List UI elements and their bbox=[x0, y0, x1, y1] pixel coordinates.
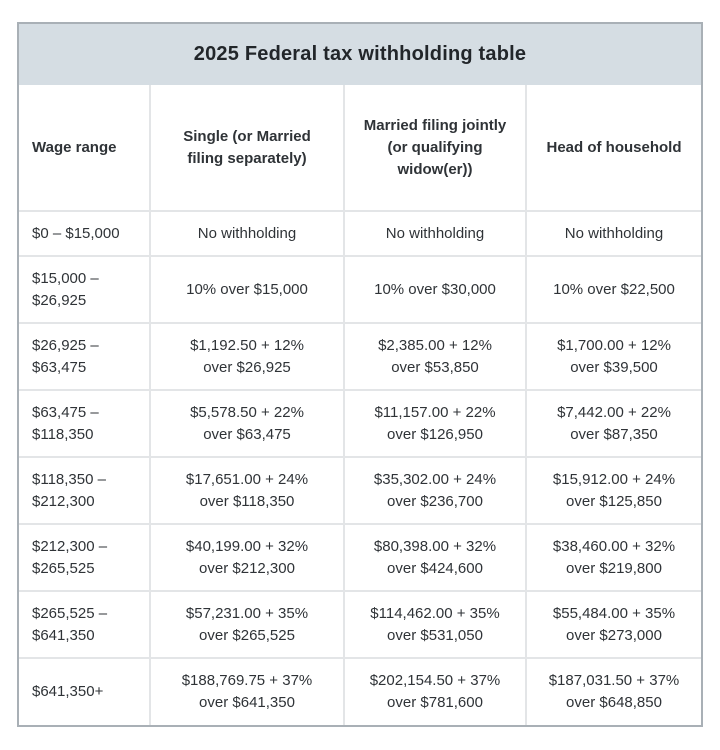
data-cell: $2,385.00 + 12% over $53,850 bbox=[343, 322, 527, 391]
data-cell: $114,462.00 + 35% over $531,050 bbox=[343, 590, 527, 659]
table-row: $15,000 – $26,925 10% over $15,000 10% ove… bbox=[19, 255, 701, 324]
header-row: Wage range Single (or Married filing sepa… bbox=[19, 85, 701, 212]
data-cell: No withholding bbox=[149, 210, 345, 257]
table-row: $118,350 – $212,300 $17,651.00 + 24% over… bbox=[19, 456, 701, 525]
table-row: $641,350+ $188,769.75 + 37% over $641,350… bbox=[19, 657, 701, 725]
data-cell: $1,700.00 + 12% over $39,500 bbox=[525, 322, 701, 391]
data-cell: $11,157.00 + 22% over $126,950 bbox=[343, 389, 527, 458]
data-cell: $38,460.00 + 32% over $219,800 bbox=[525, 523, 701, 592]
data-cell: $35,302.00 + 24% over $236,700 bbox=[343, 456, 527, 525]
table-row: $63,475 – $118,350 $5,578.50 + 22% over $… bbox=[19, 389, 701, 458]
wage-range-cell: $15,000 – $26,925 bbox=[19, 255, 151, 324]
data-cell: $1,192.50 + 12% over $26,925 bbox=[149, 322, 345, 391]
data-cell: 10% over $22,500 bbox=[525, 255, 701, 324]
header-cell-1: Single (or Married filing separately) bbox=[149, 85, 345, 212]
header-cell-2: Married filing jointly (or qualifying wi… bbox=[343, 85, 527, 212]
data-cell: $188,769.75 + 37% over $641,350 bbox=[149, 657, 345, 725]
wage-range-cell: $641,350+ bbox=[19, 657, 151, 725]
table-row: $26,925 – $63,475 $1,192.50 + 12% over $2… bbox=[19, 322, 701, 391]
data-cell: $15,912.00 + 24% over $125,850 bbox=[525, 456, 701, 525]
withholding-table: Wage range Single (or Married filing sepa… bbox=[19, 85, 701, 725]
data-cell: No withholding bbox=[525, 210, 701, 257]
data-cell: $80,398.00 + 32% over $424,600 bbox=[343, 523, 527, 592]
data-cell: $187,031.50 + 37% over $648,850 bbox=[525, 657, 701, 725]
table-header: Wage range Single (or Married filing sepa… bbox=[19, 85, 701, 212]
data-cell: 10% over $30,000 bbox=[343, 255, 527, 324]
data-cell: 10% over $15,000 bbox=[149, 255, 345, 324]
data-cell: $5,578.50 + 22% over $63,475 bbox=[149, 389, 345, 458]
wage-range-cell: $265,525 – $641,350 bbox=[19, 590, 151, 659]
table-row: $212,300 – $265,525 $40,199.00 + 32% over… bbox=[19, 523, 701, 592]
wage-range-cell: $212,300 – $265,525 bbox=[19, 523, 151, 592]
data-cell: $7,442.00 + 22% over $87,350 bbox=[525, 389, 701, 458]
withholding-table-card: 2025 Federal tax withholding table Wage … bbox=[17, 22, 703, 727]
data-cell: $17,651.00 + 24% over $118,350 bbox=[149, 456, 345, 525]
header-cell-0: Wage range bbox=[19, 85, 151, 212]
header-cell-3: Head of household bbox=[525, 85, 701, 212]
data-cell: $40,199.00 + 32% over $212,300 bbox=[149, 523, 345, 592]
wage-range-cell: $118,350 – $212,300 bbox=[19, 456, 151, 525]
wage-range-cell: $26,925 – $63,475 bbox=[19, 322, 151, 391]
data-cell: $57,231.00 + 35% over $265,525 bbox=[149, 590, 345, 659]
data-cell: No withholding bbox=[343, 210, 527, 257]
data-cell: $55,484.00 + 35% over $273,000 bbox=[525, 590, 701, 659]
table-title: 2025 Federal tax withholding table bbox=[19, 24, 701, 85]
data-cell: $202,154.50 + 37% over $781,600 bbox=[343, 657, 527, 725]
table-row: $0 – $15,000 No withholding No withholding… bbox=[19, 210, 701, 257]
table-body: $0 – $15,000 No withholding No withholding… bbox=[19, 210, 701, 725]
table-row: $265,525 – $641,350 $57,231.00 + 35% over… bbox=[19, 590, 701, 659]
wage-range-cell: $0 – $15,000 bbox=[19, 210, 151, 257]
wage-range-cell: $63,475 – $118,350 bbox=[19, 389, 151, 458]
